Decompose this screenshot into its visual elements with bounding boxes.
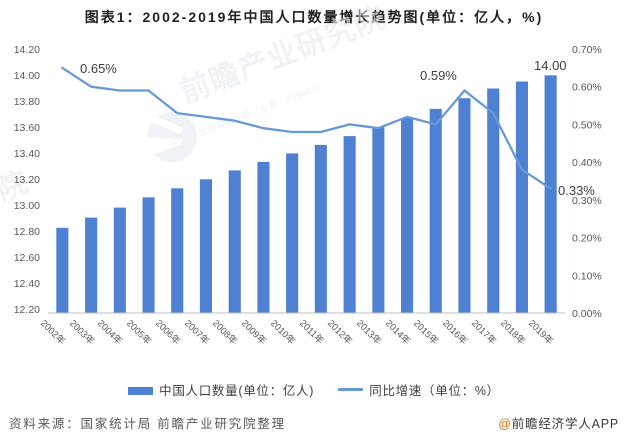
svg-text:0.10%: 0.10% — [572, 270, 602, 282]
svg-text:0.59%: 0.59% — [420, 68, 457, 83]
svg-text:12.40: 12.40 — [14, 278, 40, 290]
svg-text:12.20: 12.20 — [14, 304, 40, 316]
svg-text:0.00%: 0.00% — [572, 308, 602, 320]
svg-text:0.70%: 0.70% — [572, 44, 602, 56]
svg-text:0.33%: 0.33% — [558, 183, 595, 198]
svg-text:14.00: 14.00 — [14, 70, 40, 82]
svg-text:13.80: 13.80 — [14, 96, 40, 108]
svg-text:0.65%: 0.65% — [80, 61, 117, 76]
svg-text:12.80: 12.80 — [14, 226, 40, 238]
svg-text:前瞻产业研究院: 前瞻产业研究院 — [175, 0, 390, 110]
svg-text:14.20: 14.20 — [14, 44, 40, 56]
svg-text:13.20: 13.20 — [14, 174, 40, 186]
svg-text:0.50%: 0.50% — [572, 119, 602, 131]
svg-text:13.60: 13.60 — [14, 122, 40, 134]
svg-text:0.40%: 0.40% — [572, 157, 602, 169]
svg-text:14.00: 14.00 — [534, 58, 567, 73]
svg-text:0.20%: 0.20% — [572, 233, 602, 245]
svg-text:13.00: 13.00 — [14, 200, 40, 212]
svg-text:12.60: 12.60 — [14, 252, 40, 264]
svg-text:0.60%: 0.60% — [572, 82, 602, 94]
svg-text:13.40: 13.40 — [14, 148, 40, 160]
